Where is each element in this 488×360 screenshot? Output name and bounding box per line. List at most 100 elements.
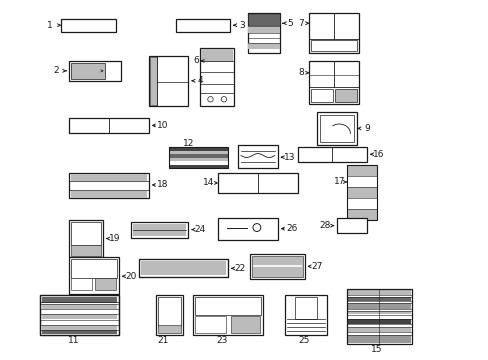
Bar xyxy=(168,165,228,168)
Bar xyxy=(247,13,279,53)
Text: 16: 16 xyxy=(372,150,384,159)
Bar xyxy=(337,218,366,233)
Text: 20: 20 xyxy=(125,272,136,281)
Bar xyxy=(69,61,121,81)
Text: 22: 22 xyxy=(234,264,245,273)
Bar xyxy=(347,319,410,324)
Bar xyxy=(168,147,228,151)
Bar xyxy=(157,325,181,333)
Bar xyxy=(41,309,117,314)
Bar xyxy=(218,173,297,193)
Bar xyxy=(347,324,410,327)
Bar xyxy=(347,332,410,335)
Bar xyxy=(346,187,376,198)
Text: 14: 14 xyxy=(202,179,214,188)
Bar xyxy=(230,316,260,333)
Text: 28: 28 xyxy=(319,221,330,230)
Bar xyxy=(168,154,228,158)
Text: 12: 12 xyxy=(183,139,194,148)
Bar xyxy=(346,165,376,176)
Bar xyxy=(71,244,101,256)
Bar xyxy=(201,49,233,62)
Bar xyxy=(195,316,225,333)
Bar xyxy=(346,289,411,344)
Bar xyxy=(69,173,148,198)
Bar xyxy=(295,297,316,319)
Bar xyxy=(41,330,117,334)
Bar xyxy=(71,174,146,181)
Bar xyxy=(347,301,410,303)
Bar xyxy=(347,327,410,332)
Bar xyxy=(297,147,366,162)
Bar xyxy=(247,44,279,49)
Bar xyxy=(168,158,228,161)
Bar xyxy=(335,89,356,102)
Text: 13: 13 xyxy=(284,153,295,162)
Text: 23: 23 xyxy=(216,336,227,345)
Bar xyxy=(247,14,279,26)
Bar xyxy=(238,145,277,168)
Bar xyxy=(155,295,183,335)
Bar xyxy=(200,48,234,105)
Bar xyxy=(41,297,117,303)
Bar xyxy=(133,224,186,235)
Bar xyxy=(139,260,228,277)
Bar xyxy=(69,118,148,133)
Bar xyxy=(346,176,376,187)
Bar xyxy=(251,256,302,277)
Bar xyxy=(71,260,117,278)
Text: 1: 1 xyxy=(46,21,52,30)
Text: 15: 15 xyxy=(370,345,382,354)
Text: 9: 9 xyxy=(364,124,369,133)
Bar xyxy=(311,40,356,51)
Bar xyxy=(168,147,228,168)
Bar xyxy=(193,295,263,335)
Bar xyxy=(71,182,146,190)
Bar xyxy=(148,56,188,105)
Text: 7: 7 xyxy=(298,19,304,28)
Bar xyxy=(71,278,92,291)
Bar xyxy=(309,61,358,104)
Bar xyxy=(347,289,410,294)
Bar xyxy=(41,304,117,309)
Text: 10: 10 xyxy=(157,121,168,130)
Bar xyxy=(69,220,103,257)
Bar xyxy=(347,309,410,311)
Bar xyxy=(347,303,410,309)
Bar xyxy=(41,325,117,330)
Bar xyxy=(249,255,304,279)
Bar xyxy=(41,320,117,324)
Text: 18: 18 xyxy=(157,180,168,189)
Text: 21: 21 xyxy=(157,336,168,345)
Bar xyxy=(168,151,228,154)
Bar xyxy=(41,314,117,319)
Bar xyxy=(139,260,228,277)
Text: 2: 2 xyxy=(54,66,59,75)
Bar xyxy=(317,112,356,145)
Bar xyxy=(347,311,410,314)
Bar xyxy=(346,165,376,220)
Bar xyxy=(71,63,104,79)
Bar xyxy=(320,114,353,142)
Text: 24: 24 xyxy=(194,225,205,234)
Bar xyxy=(347,297,410,301)
Bar xyxy=(71,222,101,245)
Bar xyxy=(157,297,181,326)
Bar xyxy=(311,89,333,102)
Bar xyxy=(346,209,376,220)
Bar xyxy=(40,295,119,335)
Bar xyxy=(347,294,410,297)
Bar xyxy=(168,161,228,165)
Text: 3: 3 xyxy=(239,21,244,30)
Text: 8: 8 xyxy=(298,68,304,77)
Bar xyxy=(175,19,230,32)
Bar xyxy=(40,295,119,335)
Bar xyxy=(131,222,188,238)
Text: 26: 26 xyxy=(285,224,297,233)
Bar xyxy=(347,335,410,343)
Bar xyxy=(61,19,116,32)
Bar xyxy=(309,13,358,53)
Bar xyxy=(95,278,116,291)
Bar xyxy=(195,297,260,315)
Bar xyxy=(346,198,376,209)
